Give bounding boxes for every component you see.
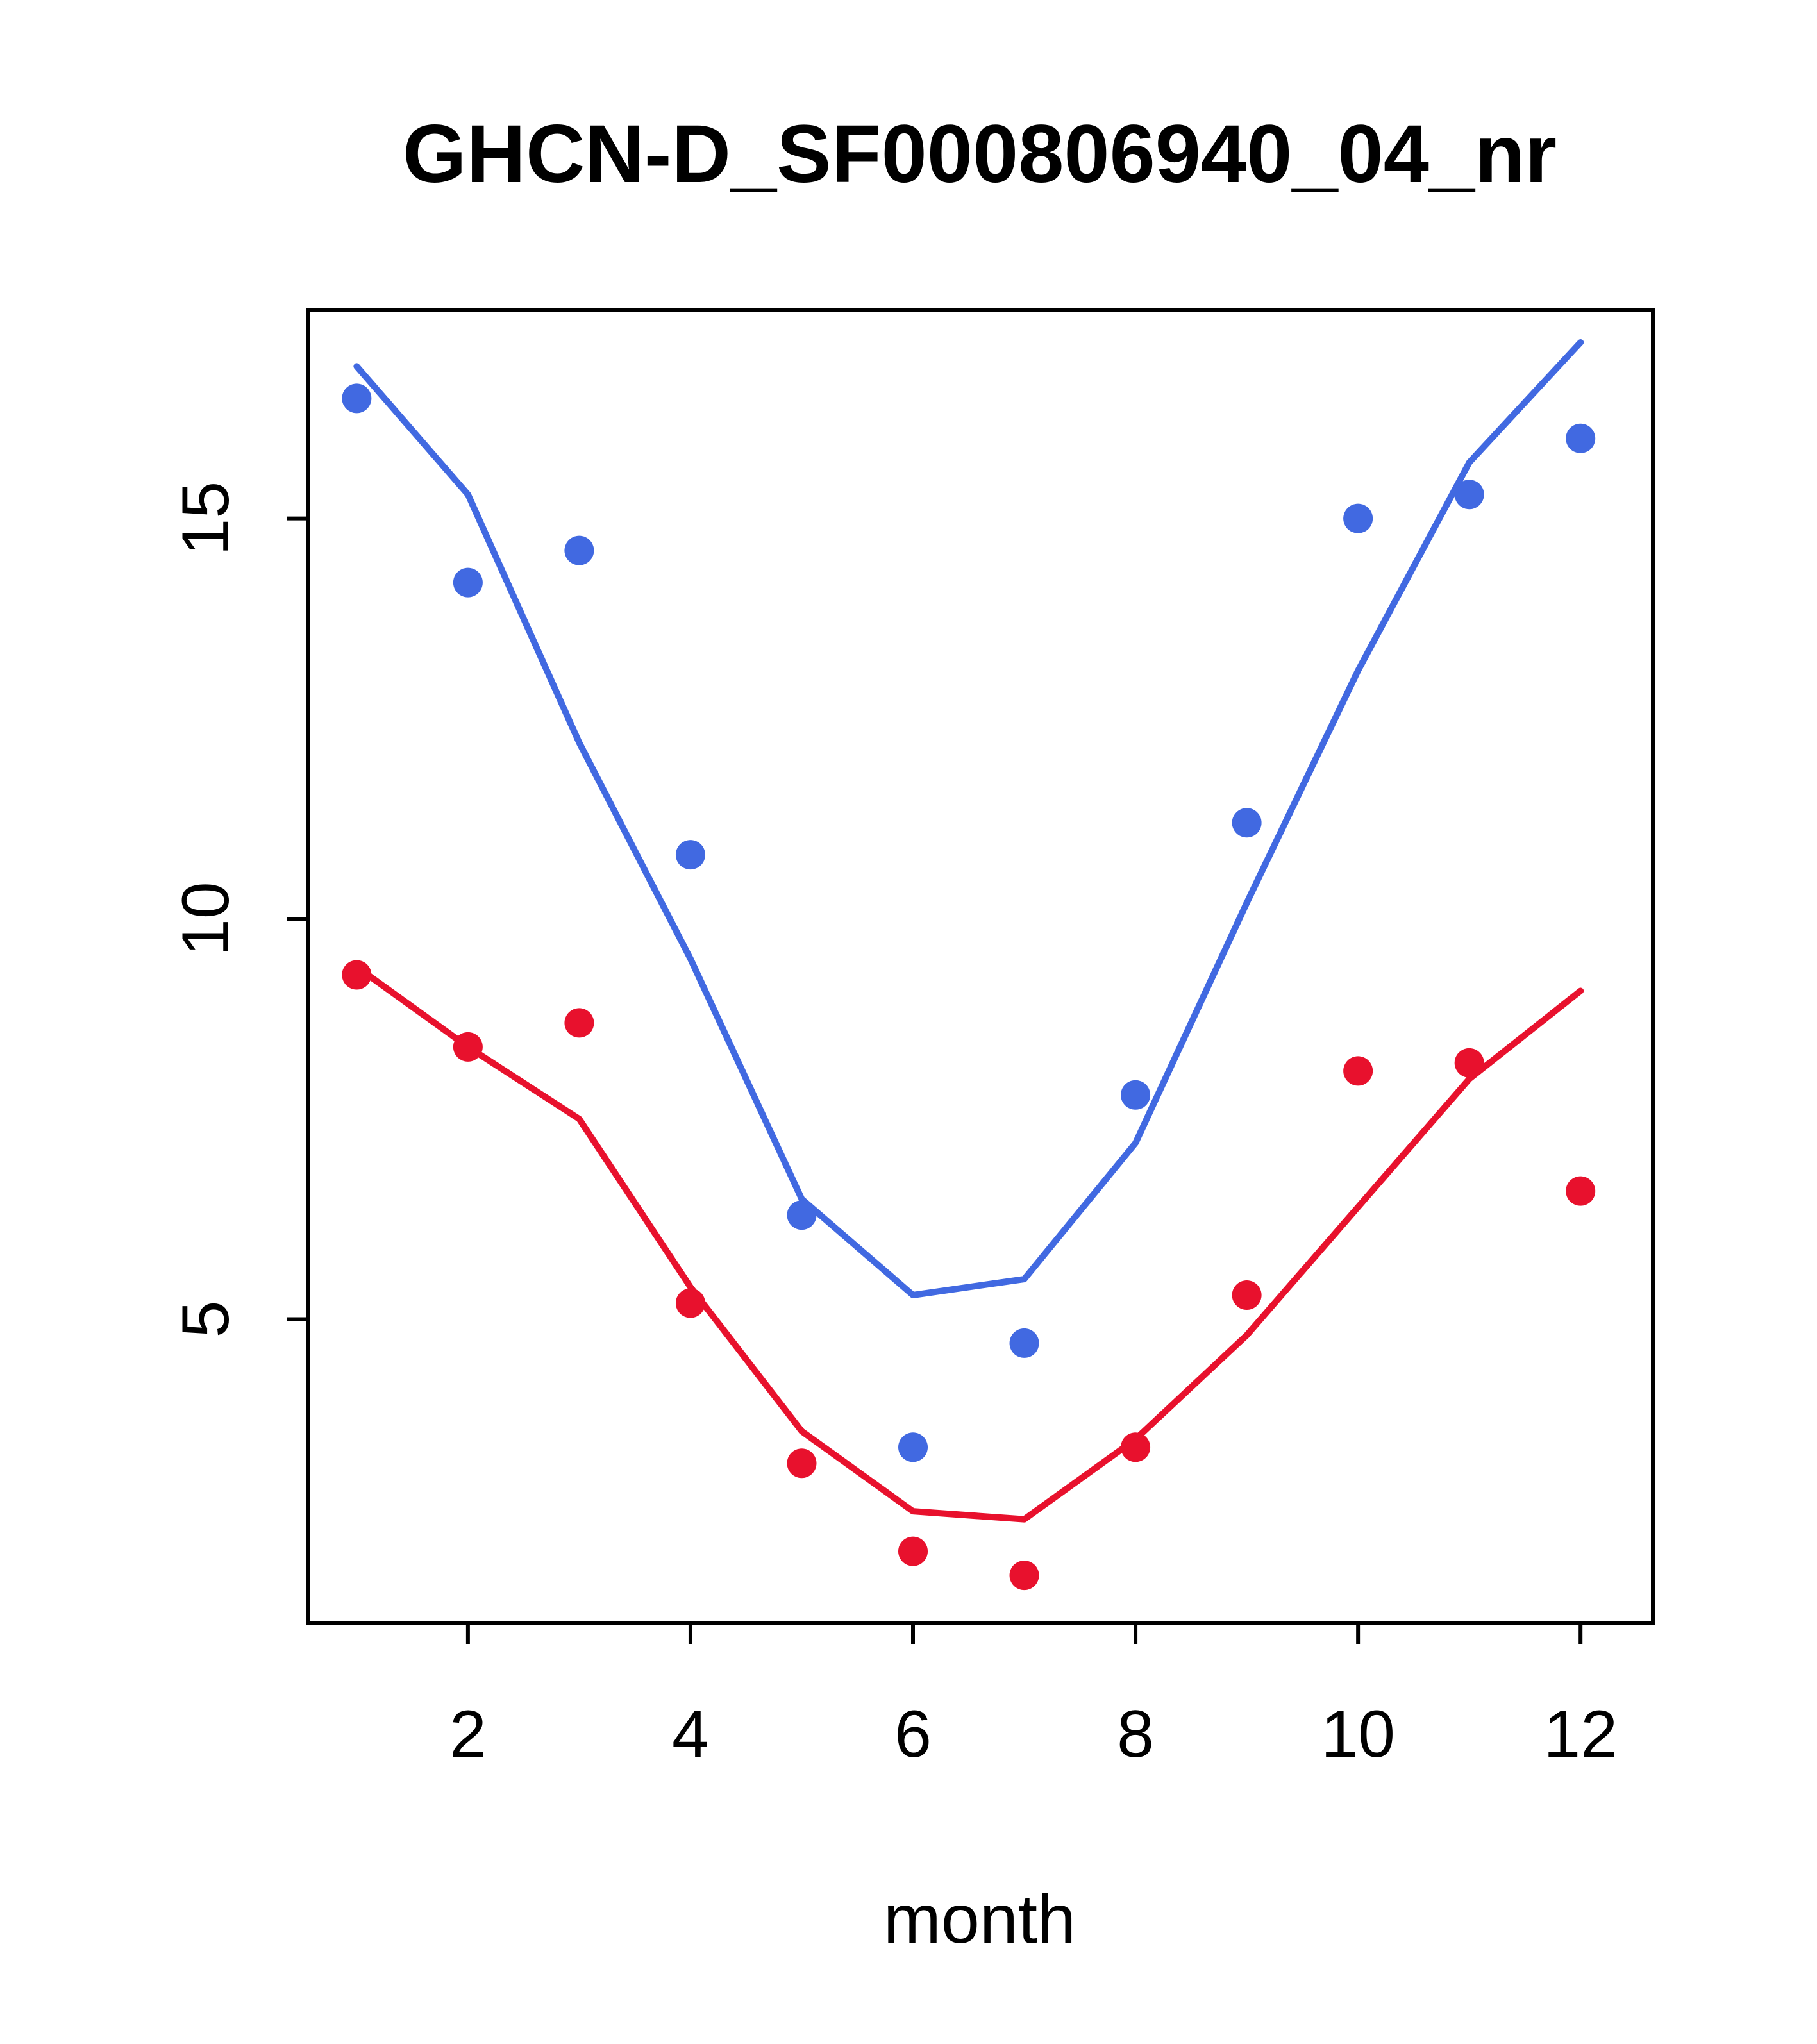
blue-points-marker <box>675 840 705 870</box>
red-points-marker <box>1009 1561 1039 1591</box>
blue-points-marker <box>1566 423 1596 453</box>
blue-points-marker <box>342 383 372 414</box>
red-points-marker <box>898 1536 928 1566</box>
x-tick-label: 4 <box>672 1697 709 1772</box>
red-points-marker <box>1566 1176 1596 1206</box>
y-tick-label: 5 <box>169 1301 243 1338</box>
red-points-marker <box>675 1288 705 1318</box>
red-points-marker <box>1121 1432 1151 1462</box>
blue-points-marker <box>453 567 483 598</box>
red-points-marker <box>1232 1280 1262 1310</box>
series-layer <box>342 339 1596 1591</box>
y-tick-label: 10 <box>169 882 243 956</box>
axes-layer: 2 4 6 8 10 12 5 10 15 <box>169 308 1655 1772</box>
blue-points-marker <box>787 1200 817 1230</box>
blue-points-marker <box>1232 808 1262 838</box>
red-points-marker <box>787 1448 817 1479</box>
x-tick-label: 6 <box>894 1697 932 1772</box>
blue-line-series <box>353 339 1584 1298</box>
x-tick-label: 8 <box>1117 1697 1154 1772</box>
red-points-marker <box>1454 1048 1484 1078</box>
red-points-marker <box>453 1032 483 1062</box>
red-points-marker <box>1343 1056 1373 1086</box>
chart-title: GHCN-D_SF000806940_04_nr <box>403 108 1557 200</box>
blue-points-marker <box>1454 480 1484 510</box>
x-axis-label: month <box>883 1880 1076 1957</box>
blue-points-marker <box>1121 1080 1151 1110</box>
blue-points-marker <box>1009 1328 1039 1358</box>
y-tick-label: 15 <box>169 482 243 556</box>
blue-points-marker <box>1343 503 1373 533</box>
red-points-marker <box>342 960 372 990</box>
x-tick-label: 2 <box>449 1697 487 1772</box>
red-line-series <box>353 964 1584 1523</box>
x-tick-label: 10 <box>1321 1697 1395 1772</box>
plot-border <box>306 308 1655 1625</box>
x-tick-label: 12 <box>1543 1697 1618 1772</box>
red-points-marker <box>564 1008 594 1038</box>
blue-points-marker <box>564 535 594 565</box>
blue-points-marker <box>898 1432 928 1462</box>
